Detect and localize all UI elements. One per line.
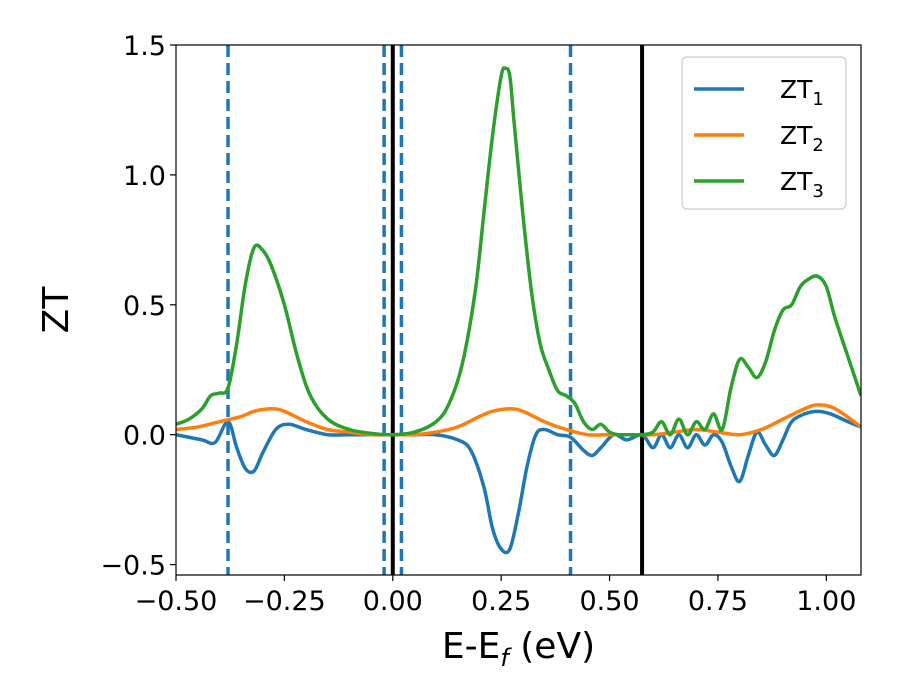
y-axis-ticks: −0.5 0.0 0.5 1.0 1.5: [100, 31, 176, 582]
series-line-zt3: [176, 66, 861, 437]
x-axis-ticks: −0.50 −0.25 0.00 0.25 0.50 0.75 1.00: [135, 575, 856, 617]
legend: ZT1 ZT2 ZT3: [681, 56, 847, 210]
y-tick-label: 0.5: [123, 291, 166, 322]
x-axis-label: E-Ef (eV): [442, 626, 595, 672]
x-tick-label: 0.75: [688, 586, 748, 617]
vertical-marker-lines: [226, 45, 645, 575]
y-tick-label: 1.5: [123, 31, 166, 62]
x-axis-label-main: E-E: [442, 626, 500, 667]
x-axis-label-unit: (eV): [509, 626, 595, 667]
series-line-zt1: [176, 409, 861, 555]
y-tick-label: −0.5: [100, 551, 166, 582]
y-tick-label: 1.0: [123, 161, 166, 192]
y-axis-label: ZT: [36, 286, 77, 334]
legend-label-zt1: ZT1: [780, 75, 824, 110]
legend-label-zt3: ZT3: [780, 167, 824, 202]
x-tick-label: 0.00: [363, 586, 423, 617]
x-tick-label: 0.25: [471, 586, 531, 617]
legend-label-zt2: ZT2: [780, 121, 824, 156]
y-tick-label: 0.0: [123, 421, 166, 452]
series-line-zt2: [176, 403, 861, 437]
x-tick-label: 0.50: [579, 586, 639, 617]
x-tick-label: −0.50: [135, 586, 218, 617]
series-lines: [176, 66, 861, 555]
x-tick-label: 1.00: [796, 586, 856, 617]
x-tick-label: −0.25: [243, 586, 326, 617]
plot-frame: [175, 44, 862, 576]
legend-box: [681, 56, 847, 210]
